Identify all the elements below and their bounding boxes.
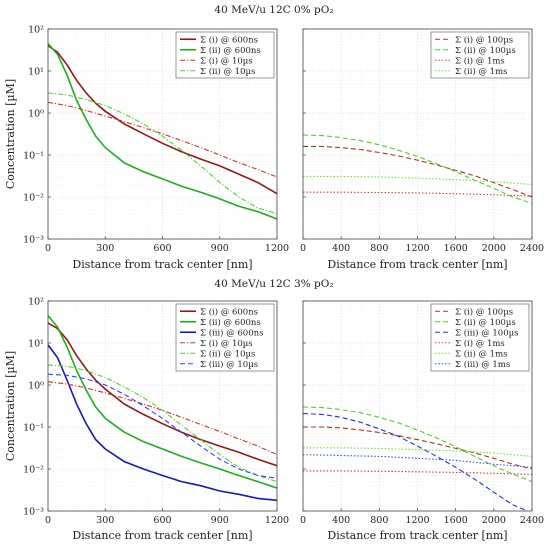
series-line-right-0 <box>303 426 532 470</box>
legend-entry: Σ (i) @ 1ms <box>455 55 505 66</box>
series-line-right-3 <box>303 470 532 476</box>
legend-entry: Σ (ii) @ 100µs <box>455 45 516 56</box>
x-tick-label: 1200 <box>265 515 289 526</box>
legend-box <box>430 303 530 372</box>
x-tick-label: 900 <box>211 515 229 526</box>
x-tick-label: 0 <box>300 243 306 254</box>
chart-bottom: 40 MeV/u 12C 3% pO₂ Concentration [µM] 0 30… <box>4 278 544 542</box>
chart-title: 40 MeV/u 12C 3% pO₂ <box>214 278 333 290</box>
y-tick-label: 10⁻² <box>23 465 44 476</box>
y-tick-label: 10² <box>28 25 44 36</box>
x-tick-label: 800 <box>370 243 388 254</box>
x-tick-label: 0 <box>300 515 306 526</box>
legend-entry: Σ (iii) @ 1ms <box>455 359 510 370</box>
series-line-left-3 <box>48 381 277 456</box>
y-axis-label: Concentration [µM] <box>4 351 17 461</box>
x-tick-label: 800 <box>370 515 388 526</box>
legend-entry: Σ (iii) @ 100µs <box>455 327 519 338</box>
y-tick-label: 10⁻¹ <box>23 151 44 162</box>
legend-entry: Σ (ii) @ 600ns <box>200 317 261 328</box>
y-axis-label: Concentration [µM] <box>4 79 17 189</box>
x-tick-label: 400 <box>332 515 350 526</box>
series-line-left-3 <box>48 92 277 215</box>
x-axis-label: Distance from track center [nm] <box>72 529 252 542</box>
series-line-right-2 <box>303 191 532 197</box>
series-line-right-3 <box>303 175 532 185</box>
chart-top: 40 MeV/u 12C 0% pO₂ Concentration [µM] 0 30… <box>4 4 544 271</box>
legend-entry: Σ (ii) @ 1ms <box>455 66 508 77</box>
series-line-left-0 <box>48 322 277 467</box>
x-tick-label: 2400 <box>520 243 544 254</box>
x-tick-label: 2400 <box>520 515 544 526</box>
legend-entry: Σ (i) @ 1ms <box>455 338 505 349</box>
y-tick-label: 10¹ <box>28 67 44 78</box>
x-tick-label: 1200 <box>405 243 429 254</box>
x-tick-label: 1600 <box>444 515 468 526</box>
legend-entry: Σ (ii) @ 600ns <box>200 45 261 56</box>
x-axis-label: Distance from track center [nm] <box>327 529 507 542</box>
x-axis-label: Distance from track center [nm] <box>327 258 507 271</box>
series-line-right-2 <box>303 412 529 511</box>
series-line-left-0 <box>48 45 277 195</box>
series-line-left-2 <box>48 344 277 502</box>
series-line-left-1 <box>48 315 277 489</box>
x-tick-label: 300 <box>96 243 114 254</box>
series-line-right-1 <box>303 406 532 483</box>
panel-left: 0 300 600 900 1200 10² 10¹ 10⁰ 10⁻¹ 10⁻² 10⁻³ Dista… <box>23 25 289 272</box>
x-tick-label: 900 <box>211 243 229 254</box>
y-tick-label: 10² <box>28 297 44 308</box>
x-axis-label: Distance from track center [nm] <box>72 258 252 271</box>
y-tick-label: 10⁰ <box>28 381 44 392</box>
series-line-left-5 <box>48 373 277 479</box>
legend-entry: Σ (iii) @ 600ns <box>200 327 263 338</box>
x-tick-label: 2000 <box>482 243 506 254</box>
x-tick-label: 1200 <box>265 243 289 254</box>
legend-entry: Σ (i) @ 600ns <box>200 306 258 317</box>
x-tick-label: 1600 <box>444 243 468 254</box>
y-tick-label: 10⁻² <box>23 193 44 204</box>
x-tick-label: 400 <box>332 243 350 254</box>
legend-entry: Σ (i) @ 100µs <box>455 306 513 317</box>
y-tick-label: 10¹ <box>28 339 44 350</box>
legend-entry: Σ (i) @ 10µs <box>200 55 253 66</box>
legend-entry: Σ (i) @ 10µs <box>200 338 253 349</box>
legend-entry: Σ (ii) @ 10µs <box>200 348 255 359</box>
legend-entry: Σ (iii) @ 10µs <box>200 359 258 370</box>
series-line-left-1 <box>48 43 277 220</box>
y-tick-label: 10⁻³ <box>23 235 44 246</box>
y-tick-label: 10⁻¹ <box>23 423 44 434</box>
legend-entry: Σ (i) @ 600ns <box>200 34 258 45</box>
legend-box <box>175 303 275 372</box>
legend-entry: Σ (i) @ 100µs <box>455 34 513 45</box>
chart-title: 40 MeV/u 12C 0% pO₂ <box>214 4 333 16</box>
legend-entry: Σ (ii) @ 10µs <box>200 66 255 77</box>
x-tick-label: 0 <box>45 515 51 526</box>
panel-right: 0 400 800 1200 1600 2000 2400 Distance from tra… <box>300 28 544 271</box>
series-line-right-5 <box>303 454 532 468</box>
legend-entry: Σ (ii) @ 100µs <box>455 317 516 328</box>
legend-entry: Σ (ii) @ 1ms <box>455 348 508 359</box>
series-line-right-4 <box>303 447 532 457</box>
x-tick-label: 300 <box>96 515 114 526</box>
panel-right: 0 400 800 1200 1600 2000 2400 Distance from tra… <box>300 300 544 542</box>
y-tick-label: 10⁰ <box>28 109 44 120</box>
x-tick-label: 1200 <box>405 515 429 526</box>
x-tick-label: 2000 <box>482 515 506 526</box>
x-tick-label: 600 <box>153 515 171 526</box>
y-tick-label: 10⁻³ <box>23 507 44 518</box>
series-line-left-4 <box>48 364 277 483</box>
x-tick-label: 0 <box>45 243 51 254</box>
panel-left: 0 300 600 900 1200 10² 10¹ 10⁰ 10⁻¹ 10⁻² 10⁻³ Dista… <box>23 297 289 543</box>
x-tick-label: 600 <box>153 243 171 254</box>
series-line-right-0 <box>303 145 532 198</box>
